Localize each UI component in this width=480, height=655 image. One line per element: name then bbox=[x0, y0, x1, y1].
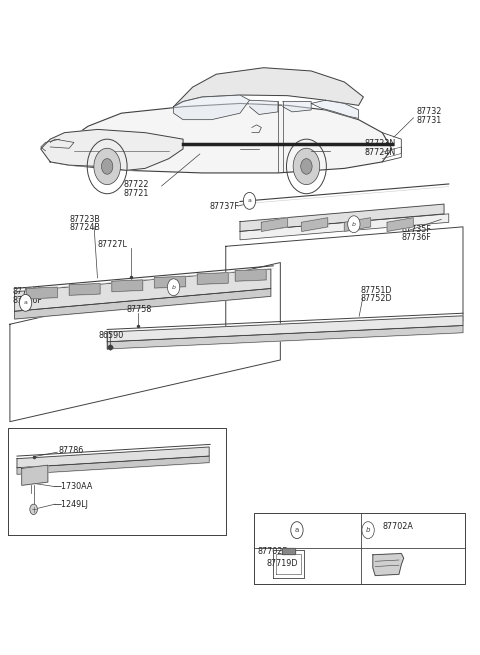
Text: 87751D: 87751D bbox=[361, 286, 393, 295]
Text: a: a bbox=[248, 198, 252, 203]
Polygon shape bbox=[311, 100, 359, 119]
Text: b: b bbox=[171, 285, 176, 290]
Circle shape bbox=[19, 294, 32, 311]
Text: 87731: 87731 bbox=[417, 117, 442, 126]
Circle shape bbox=[348, 215, 360, 233]
Text: a: a bbox=[295, 527, 299, 533]
Polygon shape bbox=[26, 287, 57, 299]
Text: 87735F: 87735F bbox=[401, 225, 431, 234]
Text: —1249LJ: —1249LJ bbox=[54, 500, 89, 509]
Polygon shape bbox=[50, 103, 392, 173]
Polygon shape bbox=[107, 326, 463, 349]
Text: 87724N: 87724N bbox=[365, 147, 396, 157]
Polygon shape bbox=[301, 217, 328, 231]
Polygon shape bbox=[197, 272, 228, 284]
Polygon shape bbox=[112, 280, 143, 291]
Text: 87723N: 87723N bbox=[365, 139, 396, 147]
Circle shape bbox=[168, 279, 180, 295]
Text: 87737F: 87737F bbox=[209, 202, 239, 211]
Circle shape bbox=[30, 504, 37, 515]
Text: 87732: 87732 bbox=[417, 107, 442, 117]
Polygon shape bbox=[14, 289, 271, 319]
Text: 87725F: 87725F bbox=[12, 288, 42, 296]
Circle shape bbox=[362, 521, 374, 538]
Text: —1730AA: —1730AA bbox=[54, 482, 94, 491]
Circle shape bbox=[293, 148, 320, 185]
Text: 87724B: 87724B bbox=[69, 223, 100, 232]
Polygon shape bbox=[387, 217, 413, 231]
Polygon shape bbox=[41, 130, 183, 170]
Text: 87752D: 87752D bbox=[361, 295, 393, 303]
Polygon shape bbox=[282, 548, 295, 554]
Text: 87786: 87786 bbox=[58, 447, 84, 455]
Circle shape bbox=[101, 159, 113, 174]
Polygon shape bbox=[373, 553, 404, 576]
Polygon shape bbox=[14, 269, 271, 311]
Polygon shape bbox=[22, 465, 48, 485]
Text: a: a bbox=[24, 301, 27, 305]
Text: 87702B: 87702B bbox=[258, 547, 288, 556]
Polygon shape bbox=[174, 67, 363, 107]
Text: 87719D: 87719D bbox=[266, 559, 298, 568]
Polygon shape bbox=[240, 214, 449, 240]
Text: b: b bbox=[352, 222, 356, 227]
Text: 86590: 86590 bbox=[98, 331, 124, 340]
Polygon shape bbox=[261, 217, 288, 231]
Circle shape bbox=[301, 159, 312, 174]
Text: 87726F: 87726F bbox=[12, 295, 42, 305]
Polygon shape bbox=[240, 204, 444, 231]
Polygon shape bbox=[155, 276, 185, 288]
Polygon shape bbox=[344, 217, 371, 231]
Polygon shape bbox=[283, 102, 311, 112]
Text: 87723B: 87723B bbox=[69, 215, 100, 223]
Polygon shape bbox=[235, 269, 266, 281]
Text: 87702A: 87702A bbox=[383, 522, 413, 531]
Polygon shape bbox=[174, 95, 250, 120]
Polygon shape bbox=[17, 456, 209, 474]
Polygon shape bbox=[17, 447, 209, 468]
Text: 87758: 87758 bbox=[126, 305, 152, 314]
Text: 87722: 87722 bbox=[124, 180, 149, 189]
Text: 87727L: 87727L bbox=[97, 240, 128, 249]
Text: 87721: 87721 bbox=[124, 189, 149, 198]
Circle shape bbox=[243, 193, 256, 210]
Polygon shape bbox=[250, 100, 278, 115]
Text: b: b bbox=[366, 527, 371, 533]
Polygon shape bbox=[107, 316, 463, 342]
Text: 87736F: 87736F bbox=[401, 233, 431, 242]
Circle shape bbox=[291, 521, 303, 538]
Polygon shape bbox=[69, 284, 100, 295]
Circle shape bbox=[94, 148, 120, 185]
